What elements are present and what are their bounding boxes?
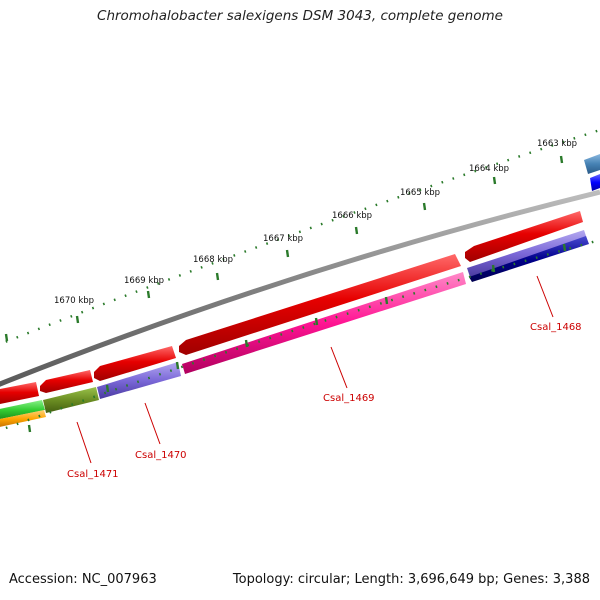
ruler-label-1669: 1669 kbp (124, 276, 164, 286)
ruler-label-1667: 1667 kbp (263, 234, 303, 244)
gene-label-csal-1468: Csal_1468 (530, 322, 582, 333)
gene-csal-1471 (43, 387, 99, 413)
gene-label-csal-1470: Csal_1470 (135, 450, 187, 461)
major-tick (27, 424, 32, 433)
major-tick (314, 317, 319, 326)
ruler-label-1664: 1664 kbp (469, 164, 509, 174)
feature-blue (590, 174, 600, 191)
major-tick (75, 315, 80, 324)
gene-arrow-forward (94, 346, 176, 381)
gene-arrow-forward (0, 382, 39, 404)
leader-line (144, 402, 161, 445)
partial-features-top-right (584, 154, 600, 191)
gene-label-csal-1469: Csal_1469 (323, 393, 375, 404)
gene-green (0, 400, 45, 419)
major-tick (4, 333, 9, 342)
gene-arrow-forward (179, 254, 461, 355)
feature-steel (584, 154, 600, 174)
ruler-label-1665: 1665 kbp (400, 188, 440, 198)
major-tick (491, 264, 496, 273)
gene-labels: Csal_1468 Csal_1469 Csal_1470 Csal_1471 (67, 275, 582, 480)
major-tick (492, 176, 497, 185)
topology-text: Topology: circular; Length: 3,696,649 bp… (232, 572, 590, 587)
gene-csal-1468-a (467, 230, 587, 277)
major-tick (384, 296, 389, 305)
genome-backbone (0, 189, 600, 387)
major-tick (562, 243, 567, 252)
ruler-label-1666: 1666 kbp (332, 211, 372, 221)
major-tick (559, 155, 564, 164)
inner-tick-ring (0, 238, 600, 433)
forward-strand-track (0, 211, 583, 404)
major-tick (146, 290, 151, 299)
ruler-label-1670: 1670 kbp (54, 296, 94, 306)
gene-label-csal-1471: Csal_1471 (67, 469, 119, 480)
leader-line (330, 346, 348, 389)
gene-arrow-forward (465, 211, 583, 262)
major-tick (105, 384, 110, 393)
outer-major-ticks (4, 155, 564, 342)
accession-text: Accession: NC_007963 (9, 572, 157, 587)
leader-line (76, 421, 92, 464)
major-tick (215, 272, 220, 281)
leader-line (536, 275, 554, 318)
major-tick (354, 226, 359, 235)
major-tick (422, 202, 427, 211)
gene-csal-1470 (97, 362, 181, 399)
ruler-label-1663: 1663 kbp (537, 139, 577, 149)
major-tick (244, 339, 249, 348)
gene-orange (0, 410, 46, 427)
inner-major-ticks (27, 243, 567, 433)
major-tick (285, 249, 290, 258)
gene-arrow-forward (40, 370, 93, 393)
map-title: Chromohalobacter salexigens DSM 3043, co… (97, 8, 503, 24)
gene-csal-1468-b (469, 236, 589, 282)
reverse-strand-track (0, 230, 589, 427)
ruler-label-1668: 1668 kbp (193, 255, 233, 265)
gene-csal-1469 (182, 272, 466, 374)
major-tick (175, 361, 180, 370)
ruler-labels: 1663 kbp 1664 kbp 1665 kbp 1666 kbp 1667… (54, 139, 577, 306)
